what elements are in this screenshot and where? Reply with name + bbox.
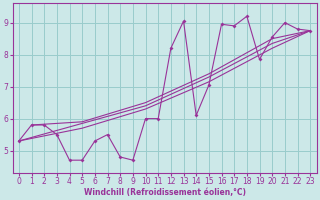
X-axis label: Windchill (Refroidissement éolien,°C): Windchill (Refroidissement éolien,°C): [84, 188, 245, 197]
